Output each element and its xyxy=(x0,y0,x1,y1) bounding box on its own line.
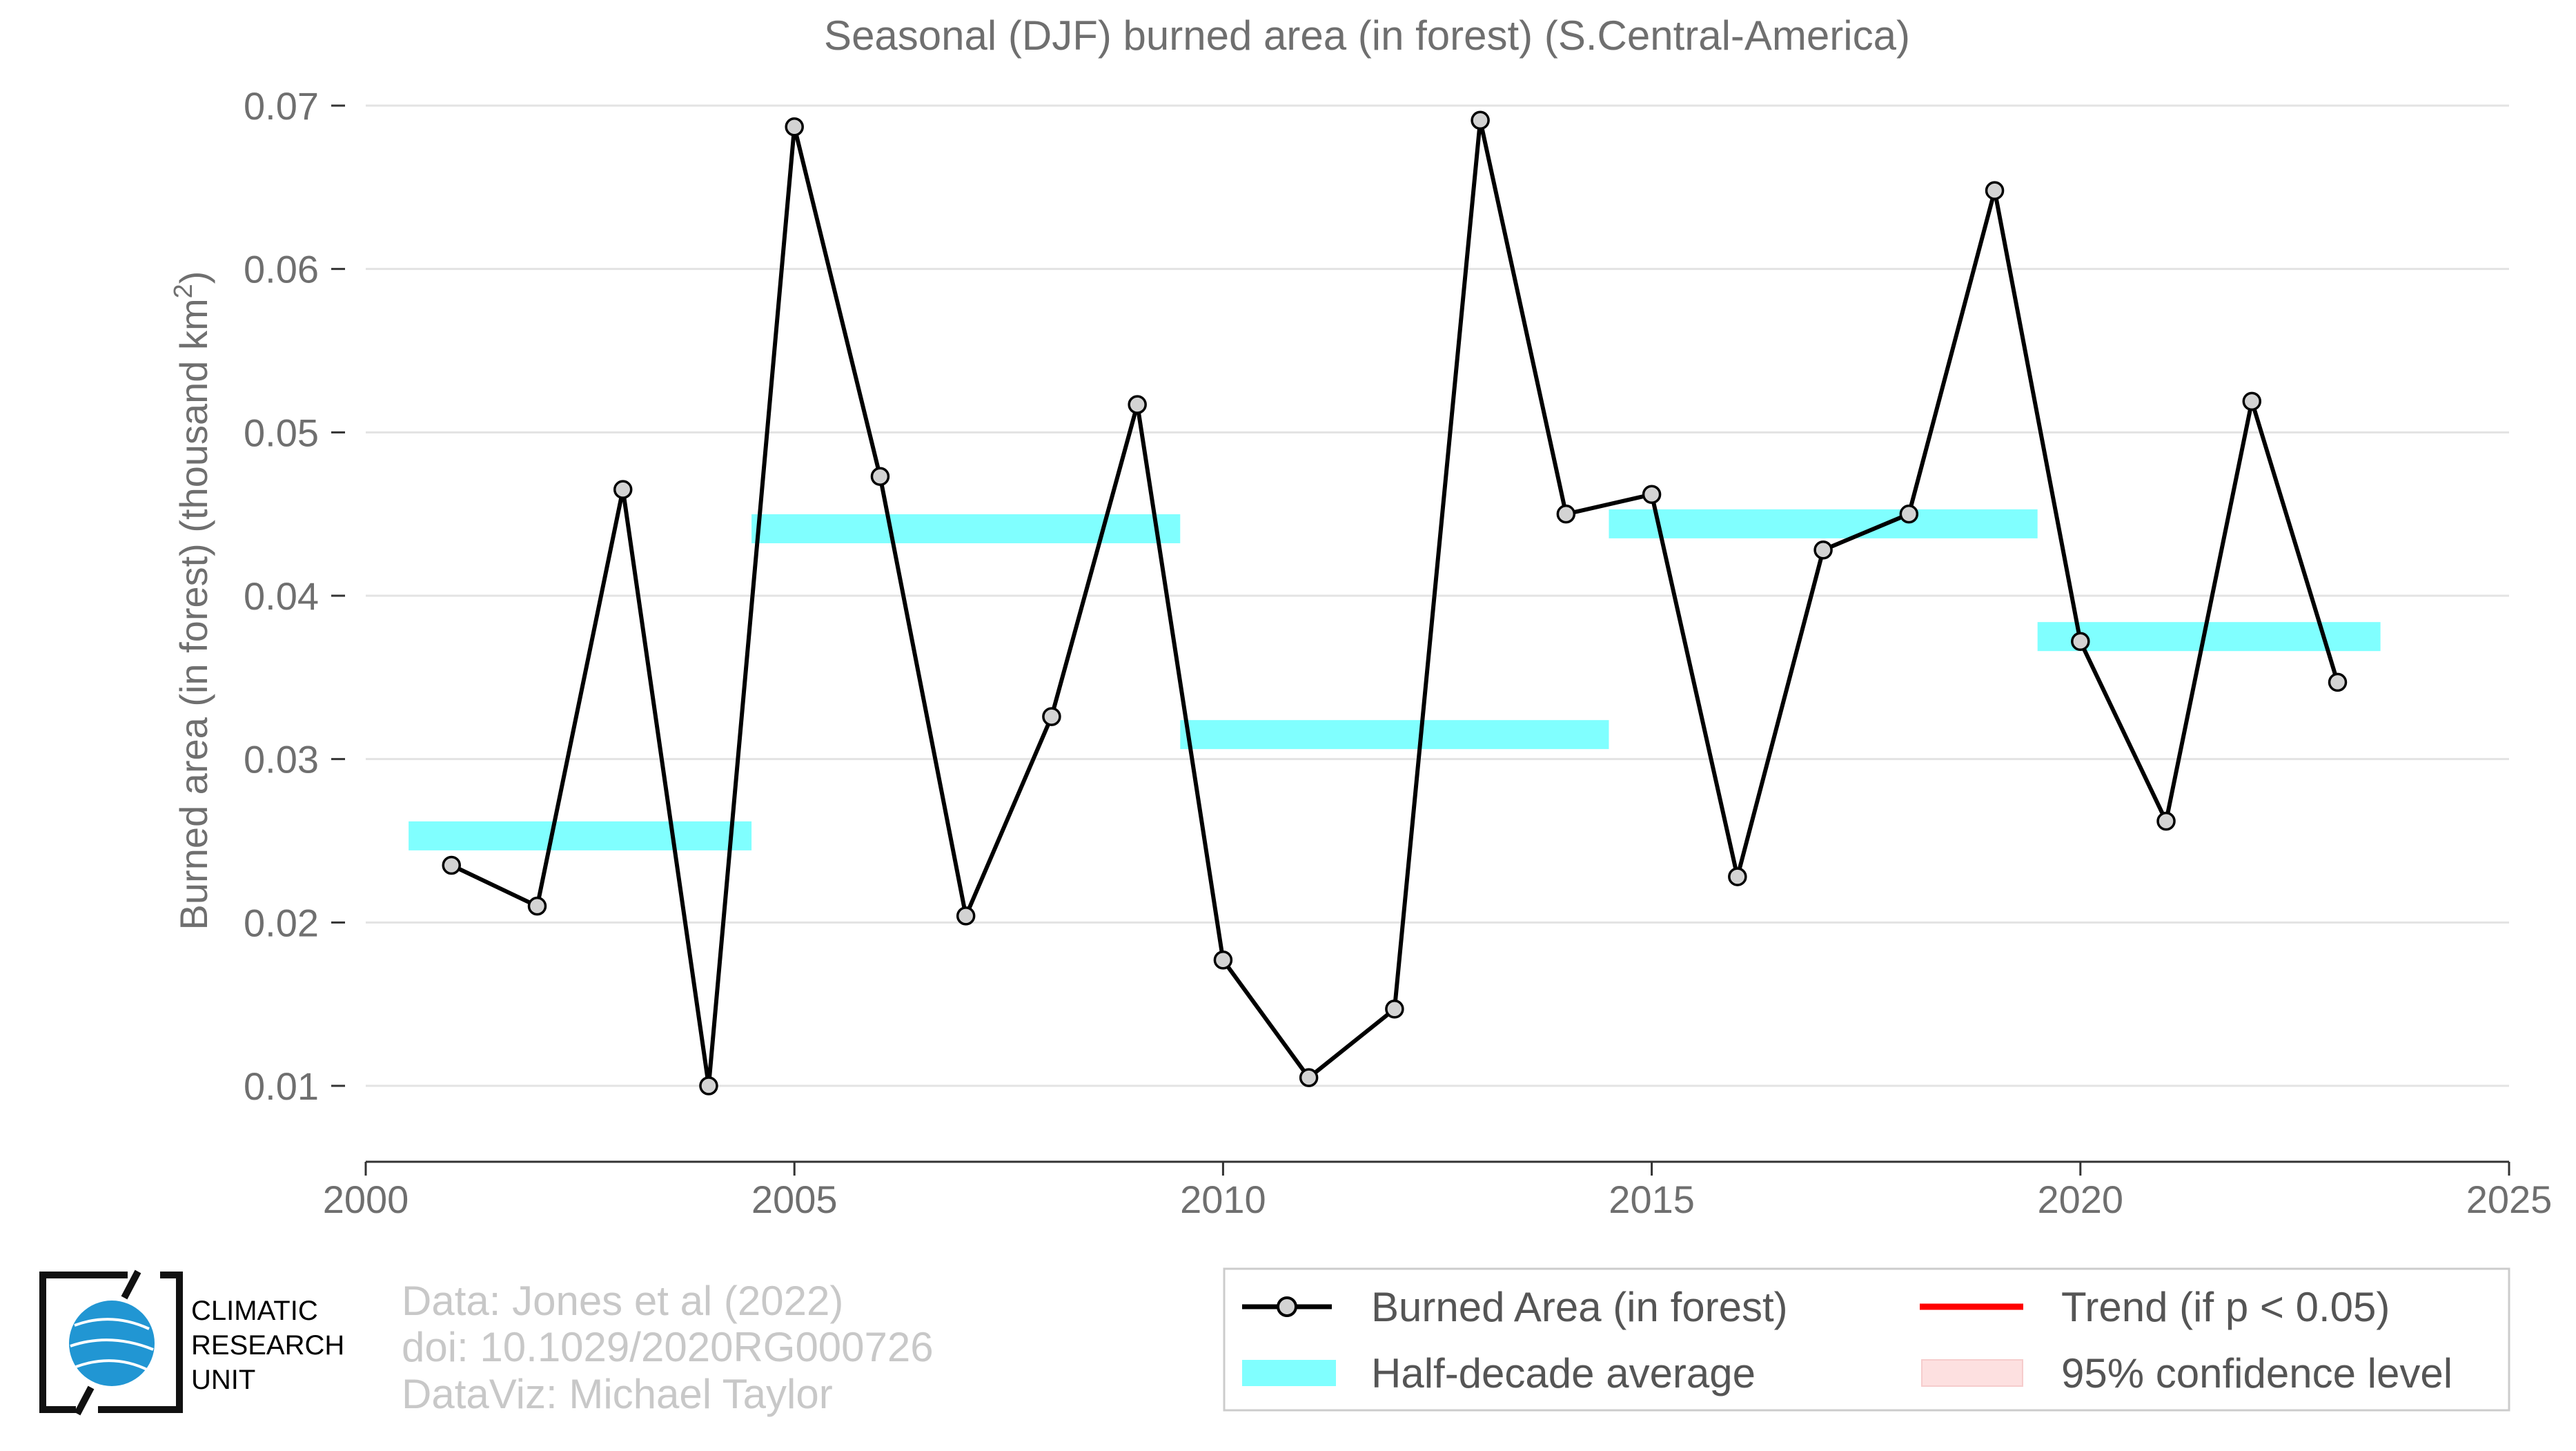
x-axis-ticks: 2000 2005 2010 2015 2020 2025 xyxy=(323,1162,2553,1221)
x-tick-label: 2000 xyxy=(323,1178,409,1221)
data-point xyxy=(2242,391,2262,411)
x-tick-label: 2025 xyxy=(2466,1178,2553,1221)
globe-latitude-line xyxy=(75,1359,149,1372)
burned-area-points xyxy=(442,110,2348,1095)
data-point xyxy=(1471,110,1490,130)
burned-area-series xyxy=(450,118,2340,1088)
data-point xyxy=(1213,951,1233,970)
half-decade-average-bar xyxy=(751,514,1181,543)
y-tick-label: 0.04 xyxy=(244,574,319,618)
x-tick-label: 2005 xyxy=(751,1178,838,1221)
credit-doi: doi: 10.1029/2020RG000726 xyxy=(402,1324,934,1370)
y-axis-label-close: ) xyxy=(172,271,215,284)
chart-title: Seasonal (DJF) burned area (in forest) (… xyxy=(824,12,1910,59)
data-point xyxy=(956,906,976,926)
logo-text-climatic: CLIMATIC xyxy=(191,1296,318,1326)
half-decade-average-bars xyxy=(409,509,2381,850)
data-point xyxy=(1642,485,1662,505)
data-point xyxy=(1128,395,1147,414)
logo-text-research: RESEARCH xyxy=(191,1330,344,1361)
globe-latitude-line xyxy=(74,1318,150,1330)
legend: Burned Area (in forest) Trend (if p < 0.… xyxy=(1223,1267,2510,1412)
legend-label-half-decade: Half-decade average xyxy=(1371,1350,1756,1396)
data-point xyxy=(1299,1068,1319,1087)
half-decade-average-bar xyxy=(2037,622,2381,652)
logo-bracket-left xyxy=(39,1272,128,1413)
y-axis-label-main: Burned area (in forest) (thousand km xyxy=(172,298,215,930)
x-tick-label: 2010 xyxy=(1180,1178,1266,1221)
data-point xyxy=(527,896,547,916)
logo-text-unit: UNIT xyxy=(191,1365,255,1395)
y-axis-label-superscript: 2 xyxy=(169,284,198,298)
data-point xyxy=(2328,672,2348,692)
cru-logo: CLIMATIC RESEARCH UNIT xyxy=(39,1269,344,1416)
x-tick-label: 2015 xyxy=(1609,1178,1695,1221)
burned-area-line xyxy=(450,118,2340,1088)
y-axis-ticks: 0.01 0.02 0.03 0.04 0.05 0.06 0.07 xyxy=(244,84,345,1108)
credit-data-source: Data: Jones et al (2022) xyxy=(402,1278,843,1324)
y-axis-label: Burned area (in forest) (thousand km2) xyxy=(169,271,215,931)
half-decade-average-bar xyxy=(1609,509,2038,538)
half-decade-average-bar xyxy=(409,821,752,850)
logo-bracket-right xyxy=(98,1272,183,1413)
logo-slash-bottom xyxy=(74,1385,95,1416)
data-point xyxy=(1728,867,1747,886)
y-tick-label: 0.05 xyxy=(244,411,319,454)
legend-label-trend: Trend (if p < 0.05) xyxy=(2061,1284,2390,1330)
data-point xyxy=(2071,632,2090,652)
data-point xyxy=(442,855,461,875)
y-tick-label: 0.07 xyxy=(244,84,319,128)
legend-label-confidence: 95% confidence level xyxy=(2061,1350,2452,1396)
data-point xyxy=(1385,1000,1404,1019)
x-tick-label: 2020 xyxy=(2038,1178,2124,1221)
legend-label-burned-area: Burned Area (in forest) xyxy=(1371,1284,1788,1330)
data-point xyxy=(1813,540,1833,560)
logo-slash-top xyxy=(121,1269,141,1300)
y-tick-label: 0.02 xyxy=(244,901,319,944)
data-point xyxy=(699,1076,718,1095)
data-point xyxy=(870,467,890,486)
legend-box xyxy=(1223,1267,2510,1412)
data-point xyxy=(1985,181,2005,200)
y-tick-label: 0.06 xyxy=(244,248,319,291)
legend-swatch-confidence xyxy=(1921,1359,2023,1387)
data-point xyxy=(613,480,633,499)
data-point xyxy=(1899,504,1919,524)
half-decade-average-bar xyxy=(1180,720,1609,750)
globe-latitude-line xyxy=(70,1338,154,1351)
data-point xyxy=(785,117,804,137)
legend-swatch-burned-area-marker xyxy=(1277,1296,1297,1317)
legend-swatch-half-decade xyxy=(1242,1360,1336,1386)
data-point xyxy=(2156,811,2176,831)
y-tick-label: 0.03 xyxy=(244,738,319,781)
credit-dataviz: DataViz: Michael Taylor xyxy=(402,1371,833,1417)
data-point xyxy=(1556,504,1576,524)
data-point xyxy=(1042,707,1061,726)
y-tick-label: 0.01 xyxy=(244,1064,319,1108)
